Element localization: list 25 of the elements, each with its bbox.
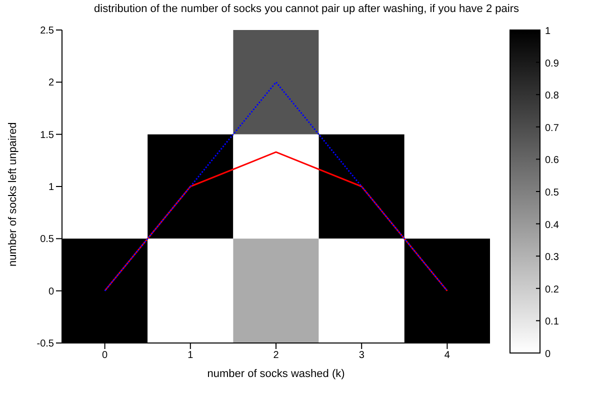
color-bar-label: 0.6 bbox=[545, 155, 560, 166]
y-tick-label: 1 bbox=[48, 182, 54, 194]
y-tick-label: 2.5 bbox=[40, 26, 54, 37]
x-tick-label: 4 bbox=[444, 350, 450, 362]
x-tick-label: 0 bbox=[102, 350, 108, 362]
y-tick-label: 2 bbox=[48, 78, 54, 89]
x-tick-label: 2 bbox=[273, 350, 280, 362]
y-tick-label: 0.5 bbox=[40, 234, 54, 246]
y-tick-label: 1.5 bbox=[40, 130, 54, 141]
color-bar-label: 0.2 bbox=[545, 284, 560, 296]
x-axis-title: number of socks washed (k) bbox=[207, 368, 345, 380]
x-tick-label: 3 bbox=[358, 350, 365, 362]
color-bar-label: 0.7 bbox=[545, 122, 560, 134]
y-tick-label: -0.5 bbox=[36, 338, 54, 350]
chart-title: distribution of the number of socks you cannot pair up after washing, if you have 2 pairs bbox=[93, 3, 520, 15]
x-tick-label: 1 bbox=[188, 350, 194, 362]
y-axis-title: number of socks left unpaired bbox=[6, 122, 19, 266]
color-bar-label: 0.4 bbox=[545, 220, 560, 231]
color-bar-label: 0.3 bbox=[545, 252, 560, 264]
color-bar-label: 0.1 bbox=[545, 316, 560, 328]
y-tick-label: 0 bbox=[48, 286, 54, 298]
color-bar-label: 0.8 bbox=[545, 90, 560, 102]
color-bar-label: 0.5 bbox=[545, 188, 560, 198]
color-bar-label: 1 bbox=[545, 26, 551, 37]
color-bar-label: 0.9 bbox=[545, 58, 560, 70]
